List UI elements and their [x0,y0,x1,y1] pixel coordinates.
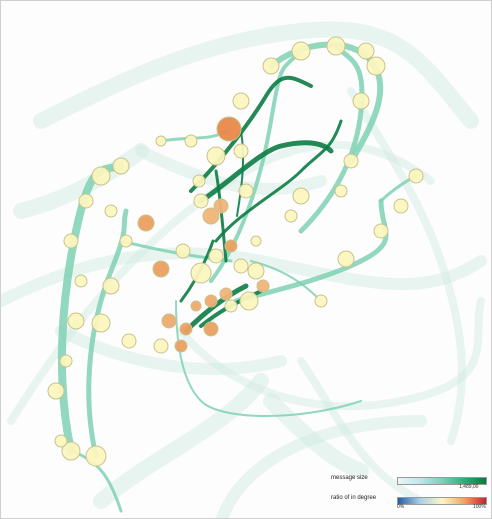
graph-node[interactable] [408,168,424,184]
graph-node[interactable] [203,321,219,337]
graph-node[interactable] [256,279,270,293]
graph-node[interactable] [54,434,68,448]
graph-node[interactable] [161,313,177,329]
graph-node[interactable] [91,313,111,333]
graph-node[interactable] [119,234,133,248]
background-edge [33,21,479,129]
graph-node[interactable] [153,338,169,354]
graph-node[interactable] [112,157,130,175]
graph-node[interactable] [78,193,94,209]
strong-edge [214,119,343,243]
graph-node[interactable] [291,41,311,61]
background-edge [215,415,427,518]
in-degree-min-label: 0% [397,504,405,510]
background-edge [1,247,487,307]
graph-node[interactable] [233,258,249,274]
graph-node[interactable] [239,291,259,311]
graph-node[interactable] [74,274,88,288]
graph-node[interactable] [238,183,254,199]
graph-node[interactable] [206,146,226,166]
background-edge [177,297,485,411]
graph-node[interactable] [262,57,280,75]
graph-node[interactable] [213,198,229,214]
strong-edge [198,140,334,204]
graph-node[interactable] [343,153,359,169]
graph-node[interactable] [155,135,167,147]
graph-node[interactable] [61,441,81,461]
graph-node[interactable] [184,134,198,148]
message-size-color-bar [397,477,487,485]
graph-node[interactable] [334,184,348,198]
graph-node[interactable] [91,166,111,186]
graph-node[interactable] [284,209,298,223]
strong-edge [214,169,228,263]
graph-node[interactable] [292,187,310,205]
flow-edge [298,43,365,234]
graph-node[interactable] [102,277,120,295]
graph-node[interactable] [190,262,212,284]
graph-node[interactable] [47,382,65,400]
background-edge [55,325,287,375]
background-edge [347,87,466,445]
graph-node[interactable] [224,239,238,253]
graph-node[interactable] [137,214,155,232]
graph-node[interactable] [59,354,73,368]
graph-node[interactable] [216,116,242,142]
background-edge [13,143,149,219]
graph-node[interactable] [247,262,265,280]
graph-node[interactable] [219,287,233,301]
graph-node[interactable] [357,42,375,60]
graph-node[interactable] [202,207,220,225]
background-edge [135,145,327,196]
graph-node[interactable] [314,294,328,308]
graph-node[interactable] [204,294,218,308]
graph-node[interactable] [208,248,224,264]
background-edge [93,373,269,509]
legend-in-degree-title: ratio of in degree [331,495,377,501]
strong-edge [189,75,313,193]
graph-node[interactable] [224,299,238,313]
graph-node[interactable] [175,243,191,259]
graph-node[interactable] [192,174,206,188]
in-degree-color-bar [397,497,487,505]
legend: message size 1,489,00 ratio of in degree… [327,471,489,515]
flow-edge [86,208,129,459]
graph-node[interactable] [232,92,250,110]
graph-node[interactable] [193,193,209,209]
graph-node[interactable] [85,445,107,467]
graph-node[interactable] [152,260,170,278]
graph-node[interactable] [174,339,188,353]
in-degree-max-label: 100% [473,504,486,510]
graph-node[interactable] [179,322,193,336]
message-size-max-label: 1,489,00 [459,484,479,490]
graph-node[interactable] [233,143,249,159]
graph-node[interactable] [366,56,386,76]
graph-node[interactable] [104,204,118,218]
graph-node[interactable] [63,233,79,249]
strong-edge [236,130,245,217]
background-edge [263,393,369,479]
graph-node[interactable] [67,312,85,330]
graph-node[interactable] [352,92,370,110]
graph-node[interactable] [373,223,389,239]
background-edge [297,357,425,505]
graph-node[interactable] [190,300,202,312]
graph-node[interactable] [393,198,409,214]
graph-node[interactable] [326,36,346,56]
graph-node[interactable] [337,250,355,268]
legend-message-size-title: message size [331,475,368,481]
graph-node[interactable] [250,235,262,247]
graph-node[interactable] [121,333,137,349]
